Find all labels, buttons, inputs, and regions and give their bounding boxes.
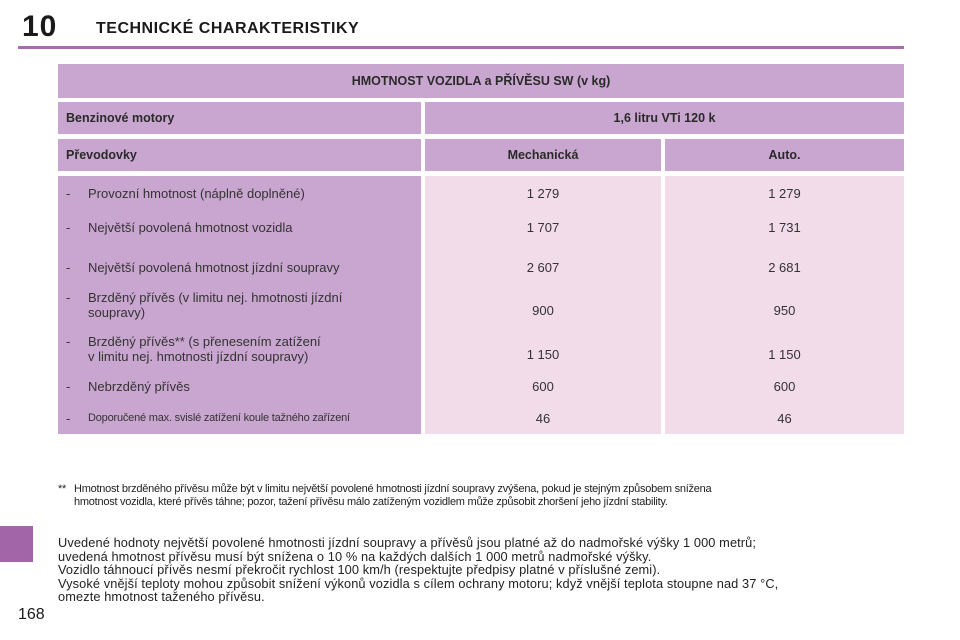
table-row: - Doporučené max. svislé zatížení koule … <box>58 402 904 434</box>
info-line4: Vysoké vnější teploty mohou způsobit sní… <box>58 575 779 591</box>
row-label: Doporučené max. svislé zatížení koule ta… <box>88 411 350 424</box>
row-dash: - <box>66 290 71 305</box>
info-line1: Uvedené hodnoty největší povolené hmotno… <box>58 535 757 550</box>
gearbox-label: Převodovky <box>58 139 421 171</box>
info-line3: Vozidlo táhnoucí přívěs nesmí překročit … <box>58 562 661 577</box>
table-row: - Provozní hmotnost (náplně doplněné) 1 … <box>58 176 904 210</box>
row-auto-value: 1 150 <box>768 346 801 362</box>
row-label: Největší povolená hmotnost jízdní soupra… <box>88 259 340 275</box>
table-row: - Brzděný přívěs** (s přenesením zatížen… <box>58 334 904 374</box>
row-manual-value: 46 <box>535 410 551 426</box>
table-row: - Brzděný přívěs (v limitu nej. hmotnost… <box>58 290 904 330</box>
engine-label: Benzinové motory <box>58 102 421 134</box>
footnote-line2: hmotnost vozidla, které přívěs táhne; po… <box>74 496 668 508</box>
row-auto-value: 2 681 <box>768 259 801 275</box>
table-row: - Největší povolená hmotnost vozidla 1 7… <box>58 210 904 244</box>
footnote-mark: ** <box>58 483 67 495</box>
row-label: Provozní hmotnost (náplně doplněné) <box>88 185 305 201</box>
header-rule <box>18 46 904 49</box>
info-line2: uvedená hmotnost přívěsu musí být snížen… <box>58 548 652 564</box>
table-title-row: HMOTNOST VOZIDLA a PŘÍVĚSU SW (v kg) <box>58 64 904 98</box>
table-row: - Největší povolená hmotnost jízdní soup… <box>58 250 904 284</box>
row-manual-value: 1 707 <box>526 219 560 235</box>
row-dash: - <box>66 259 71 275</box>
auto-column-bg <box>665 176 904 434</box>
row-label-line2: v limitu nej. hmotnosti jízdní soupravy) <box>88 349 309 364</box>
row-manual-value: 1 279 <box>526 185 560 201</box>
row-label: Nebrzděný přívěs <box>88 378 190 394</box>
engine-row: Benzinové motory 1,6 litru VTi 120 k <box>58 102 904 134</box>
row-dash: - <box>66 378 71 394</box>
row-auto-value: 1 279 <box>768 185 801 201</box>
row-dash: - <box>66 334 71 349</box>
label-column-bg <box>58 176 421 434</box>
row-dash: - <box>66 185 71 201</box>
info-line5: omezte hmotnost taženého přívěsu. <box>58 589 265 604</box>
row-dash: - <box>66 410 71 426</box>
manual-column-bg <box>425 176 661 434</box>
row-manual-value: 2 607 <box>526 259 560 275</box>
row-auto-value: 950 <box>773 302 796 318</box>
footnote-line1: Hmotnost brzděného přívěsu může být v li… <box>74 483 712 495</box>
row-label-line2: soupravy) <box>88 305 146 320</box>
row-manual-value: 1 150 <box>526 346 560 362</box>
row-dash: - <box>66 219 71 235</box>
row-label: Největší povolená hmotnost vozidla <box>88 219 293 235</box>
table-title: HMOTNOST VOZIDLA a PŘÍVĚSU SW (v kg) <box>58 64 904 98</box>
chapter-title: TECHNICKÉ CHARAKTERISTIKY <box>96 20 360 37</box>
row-auto-value: 46 <box>777 410 792 426</box>
page-number: 168 <box>18 606 45 623</box>
info-paragraph: Uvedené hodnoty největší povolené hmotno… <box>58 536 904 604</box>
row-label-line1: Brzděný přívěs** (s přenesením zatížení <box>88 334 321 349</box>
row-manual-value: 900 <box>532 302 554 318</box>
chapter-side-tab <box>0 526 33 562</box>
row-label-line1: Brzděný přívěs (v limitu nej. hmotnosti … <box>88 290 343 305</box>
footnote: ** Hmotnost brzděného přívěsu může být v … <box>58 483 904 509</box>
row-manual-value: 600 <box>532 378 554 394</box>
row-auto-value: 600 <box>773 378 796 394</box>
table-row: - Nebrzděný přívěs 600 600 <box>58 370 904 402</box>
gearbox-auto: Auto. <box>665 139 904 171</box>
engine-value: 1,6 litru VTi 120 k <box>425 102 904 134</box>
gearbox-manual: Mechanická <box>425 139 661 171</box>
gearbox-row: Převodovky Mechanická Auto. <box>58 139 904 171</box>
row-auto-value: 1 731 <box>768 219 801 235</box>
chapter-number: 10 <box>22 10 58 43</box>
